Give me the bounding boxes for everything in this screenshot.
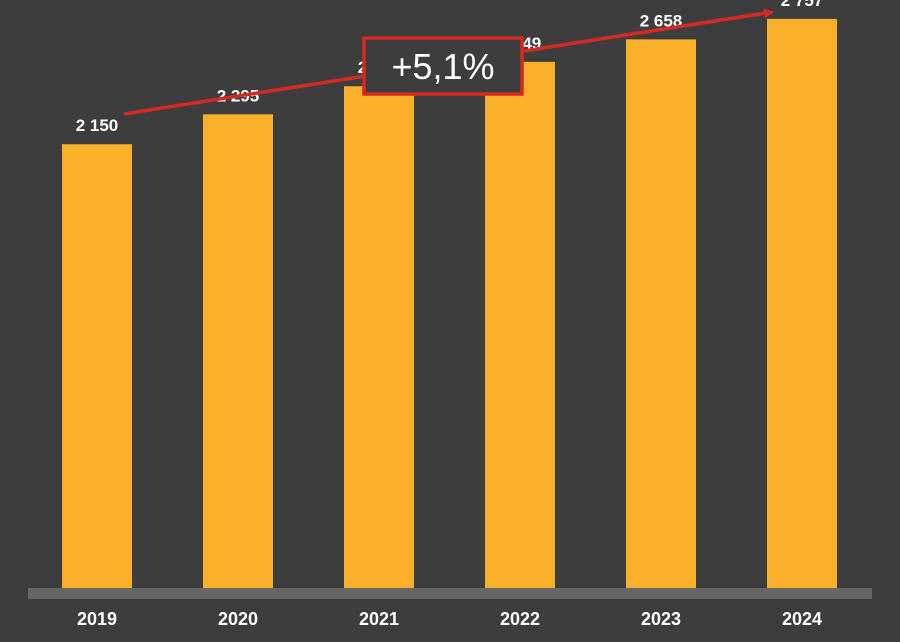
bars-layer	[62, 18, 837, 589]
bar-2020	[203, 114, 273, 588]
value-label-2023: 2 658	[640, 11, 683, 30]
value-label-2019: 2 150	[76, 116, 119, 135]
category-label-2021: 2021	[359, 609, 399, 629]
category-label-2022: 2022	[500, 609, 540, 629]
x-axis-baseline	[28, 588, 872, 599]
category-label-2024: 2024	[782, 609, 822, 629]
bar-2019	[62, 144, 132, 589]
bar-2023	[626, 39, 696, 589]
category-label-2023: 2023	[641, 609, 681, 629]
bar-2024	[767, 18, 837, 588]
category-label-2019: 2019	[77, 609, 117, 629]
category-label-2020: 2020	[218, 609, 258, 629]
growth-box	[362, 36, 524, 96]
bar-2022	[485, 61, 555, 588]
value-label-2024: 2 757	[781, 0, 824, 10]
bar-2021	[344, 86, 414, 588]
growth-annotation: +5,1%	[123, 8, 774, 116]
growth-label: +5,1%	[391, 46, 494, 87]
